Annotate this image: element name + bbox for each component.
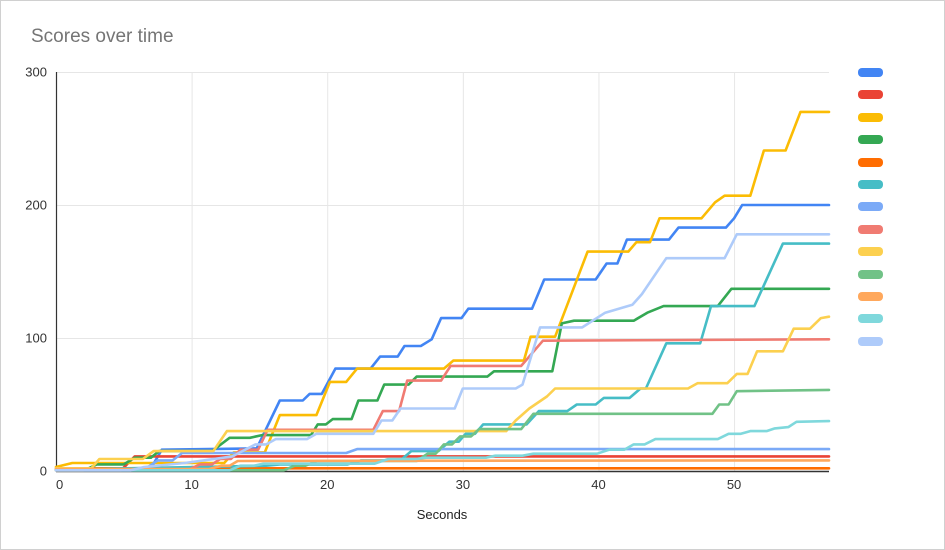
x-tick-label: 20 (320, 477, 334, 492)
series-12-line (54, 419, 831, 472)
legend-swatch-series-10[interactable] (858, 269, 883, 279)
series-13-line (54, 233, 831, 472)
legend-swatch-series-8[interactable] (858, 224, 883, 234)
x-tick-label: 40 (591, 477, 605, 492)
y-tick-label: 100 (25, 331, 47, 346)
series-6-line (54, 242, 831, 472)
series-9-line (54, 315, 831, 470)
y-tick-label: 0 (40, 464, 47, 479)
x-tick-label: 50 (727, 477, 741, 492)
x-tick-label: 30 (456, 477, 470, 492)
y-tick-label: 200 (25, 198, 47, 213)
legend-swatch-series-12[interactable] (858, 314, 883, 324)
x-axis-title: Seconds (416, 507, 468, 522)
x-tick-label: 0 (56, 477, 63, 492)
legend-swatch-series-11[interactable] (858, 292, 883, 301)
legend-swatch-series-4[interactable] (858, 135, 883, 145)
series-3-line (54, 110, 831, 469)
legend-swatch-series-1[interactable] (858, 68, 883, 77)
series-1-line (54, 203, 831, 470)
legend-swatch-series-9[interactable] (858, 247, 883, 257)
x-tick-label: 10 (184, 477, 198, 492)
legend-swatch-series-3[interactable] (858, 112, 883, 122)
legend-swatch-series-7[interactable] (858, 202, 883, 212)
legend-swatch-series-2[interactable] (858, 90, 883, 100)
legend-swatch-series-6[interactable] (858, 180, 883, 189)
chart-title: Scores over time (31, 26, 174, 47)
y-tick-label: 300 (25, 65, 47, 80)
legend-swatch-series-5[interactable] (858, 157, 883, 167)
series-8-line (54, 337, 831, 472)
legend-swatch-series-13[interactable] (858, 336, 883, 346)
series-4-line (54, 287, 831, 472)
